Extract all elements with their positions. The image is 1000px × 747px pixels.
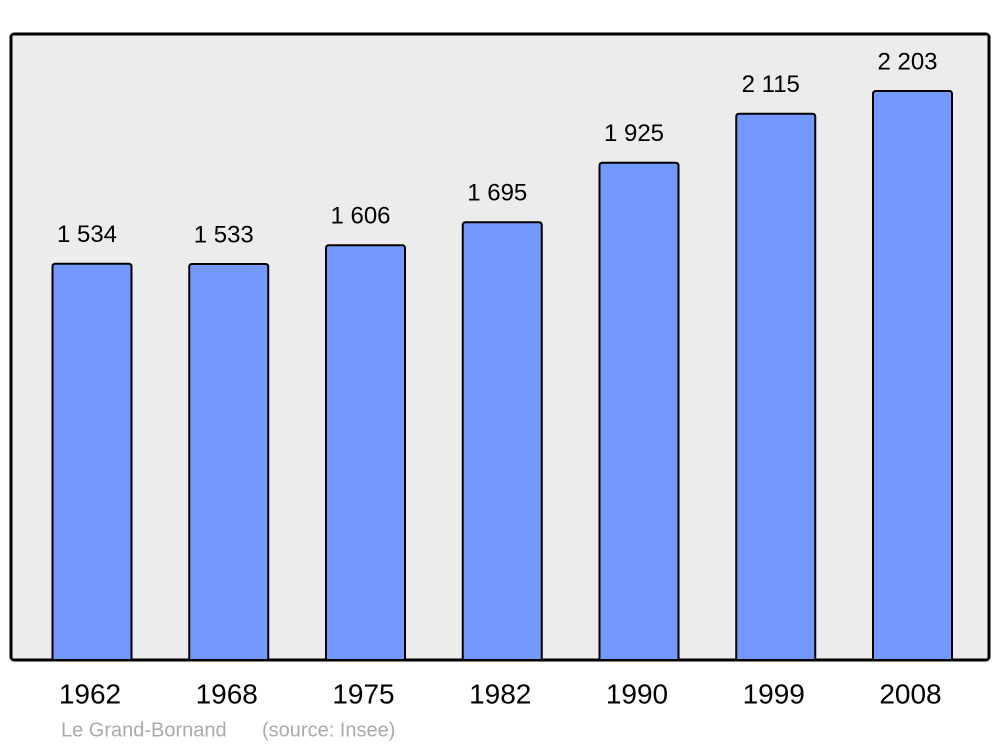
value-label: 1 695 [467, 180, 527, 207]
bar [188, 263, 270, 661]
value-label: 2 115 [742, 71, 800, 98]
x-tick-label: 1982 [469, 678, 531, 709]
x-tick-label: 1990 [606, 678, 668, 709]
bar [598, 161, 680, 661]
value-label: 1 533 [194, 221, 254, 248]
bar [51, 262, 133, 661]
x-tick-label: 1962 [59, 678, 121, 709]
value-label: 1 606 [330, 203, 390, 230]
x-tick-label: 1968 [196, 678, 258, 709]
value-label: 2 203 [877, 48, 937, 75]
x-tick-label: 1999 [743, 678, 805, 709]
value-label: 1 925 [604, 120, 664, 147]
x-tick-label: 1975 [332, 678, 394, 709]
value-label: 1 534 [57, 221, 117, 248]
source-note: (source: Insee) [262, 719, 395, 741]
bar [325, 244, 406, 661]
bar [461, 221, 543, 661]
chart-title: Le Grand-Bornand [61, 719, 227, 741]
bar [735, 112, 817, 661]
bar [872, 90, 953, 661]
x-tick-label: 2008 [879, 678, 941, 709]
